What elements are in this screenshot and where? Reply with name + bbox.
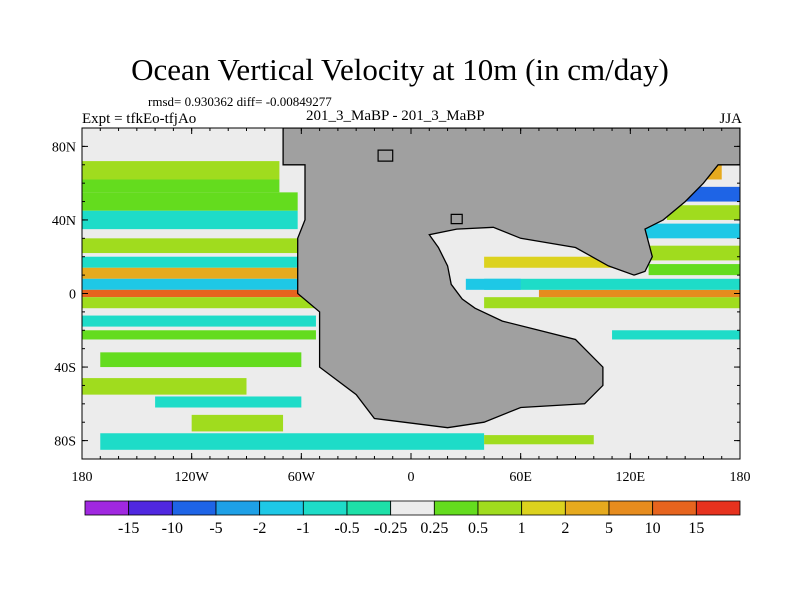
x-tick-label: 60E	[509, 470, 532, 485]
season-label: JJA	[719, 111, 742, 127]
colorbar-label: 0.25	[420, 520, 448, 537]
run-label: 201_3_MaBP - 201_3_MaBP	[306, 108, 485, 124]
colorbar-label: 2	[561, 520, 569, 537]
y-tick-label: 80S	[54, 435, 76, 450]
velocity-band	[82, 315, 316, 327]
x-axis: 180 120W 60W 0 60E 120E 180	[72, 128, 751, 485]
velocity-band	[648, 264, 740, 276]
colorbar-box	[84, 500, 130, 516]
velocity-band	[82, 297, 316, 309]
island	[450, 213, 463, 225]
y-axis: 80N 40N 0 40S 80S	[52, 127, 740, 460]
velocity-band	[191, 414, 284, 432]
velocity-band	[484, 256, 613, 268]
y-tick-label: 0	[69, 288, 76, 303]
velocity-band	[685, 186, 740, 202]
colorbar-box	[128, 500, 173, 516]
x-tick-label: 180	[730, 470, 751, 485]
x-tick-label: 0	[408, 470, 415, 485]
colorbar-box	[171, 500, 217, 516]
x-tick-label: 180	[72, 470, 93, 485]
colorbar-label: -1	[297, 520, 310, 537]
colorbar-box	[652, 500, 697, 516]
colorbar-box	[521, 500, 566, 516]
velocity-band	[82, 192, 298, 211]
colorbar-box	[477, 500, 523, 516]
y-tick-label: 40S	[54, 361, 76, 376]
velocity-band	[82, 330, 316, 340]
velocity-band	[82, 267, 298, 279]
colorbar-label: 1	[518, 520, 526, 537]
colorbar-label: -5	[209, 520, 222, 537]
velocity-band	[82, 238, 298, 254]
x-tick-label: 120W	[175, 470, 210, 485]
land-mass	[282, 128, 740, 429]
velocity-band	[644, 223, 740, 239]
stats-line: rmsd= 0.930362 diff= -0.00849277	[148, 94, 332, 109]
velocity-band	[100, 352, 302, 368]
velocity-band	[82, 256, 298, 268]
velocity-band	[538, 289, 740, 298]
velocity-band	[630, 245, 740, 261]
colorbar-box	[346, 500, 392, 516]
colorbar-box	[695, 500, 741, 516]
velocity-band	[484, 297, 740, 309]
velocity-band	[82, 179, 280, 193]
velocity-band	[82, 378, 247, 395]
y-tick-label: 80N	[52, 140, 76, 155]
colorbar: -15 -10 -5 -2 -1 -0.5 -0.25 0.25 0.5 1 2 5 10 15	[84, 500, 741, 537]
x-tick-label: 120E	[616, 470, 646, 485]
chart-title: Ocean Vertical Velocity at 10m (in cm/da…	[131, 52, 669, 87]
velocity-band	[484, 278, 740, 290]
colorbar-box	[302, 500, 348, 516]
velocity-band	[484, 435, 594, 445]
velocity-band	[82, 161, 280, 180]
colorbar-label: -0.25	[374, 520, 407, 537]
land-layer	[282, 128, 740, 429]
colorbar-label: 10	[645, 520, 661, 537]
velocity-band	[666, 205, 740, 220]
plot-area	[82, 128, 740, 459]
colorbar-label: 15	[688, 520, 704, 537]
velocity-band	[100, 433, 485, 450]
island	[377, 149, 394, 162]
velocity-band	[155, 396, 302, 408]
colorbar-box	[259, 500, 304, 516]
colorbar-box	[564, 500, 610, 516]
x-tick-label: 60W	[288, 470, 316, 485]
experiment-label: Expt = tfkEo-tfjAo	[82, 111, 197, 127]
colorbar-box	[390, 500, 435, 516]
colorbar-label: -15	[118, 520, 139, 537]
colorbar-label: -0.5	[334, 520, 359, 537]
colorbar-box	[215, 500, 261, 516]
colorbar-box	[608, 500, 654, 516]
colorbar-label: 5	[605, 520, 613, 537]
velocity-band	[465, 278, 521, 290]
colorbar-label: 0.5	[468, 520, 488, 537]
velocity-band	[82, 289, 305, 298]
y-tick-label: 40N	[52, 214, 76, 229]
colorbar-label: -2	[253, 520, 266, 537]
velocity-band	[82, 278, 298, 290]
velocity-band	[612, 330, 740, 340]
colorbar-box	[433, 500, 479, 516]
velocity-band	[82, 210, 298, 230]
colorbar-label: -10	[162, 520, 183, 537]
